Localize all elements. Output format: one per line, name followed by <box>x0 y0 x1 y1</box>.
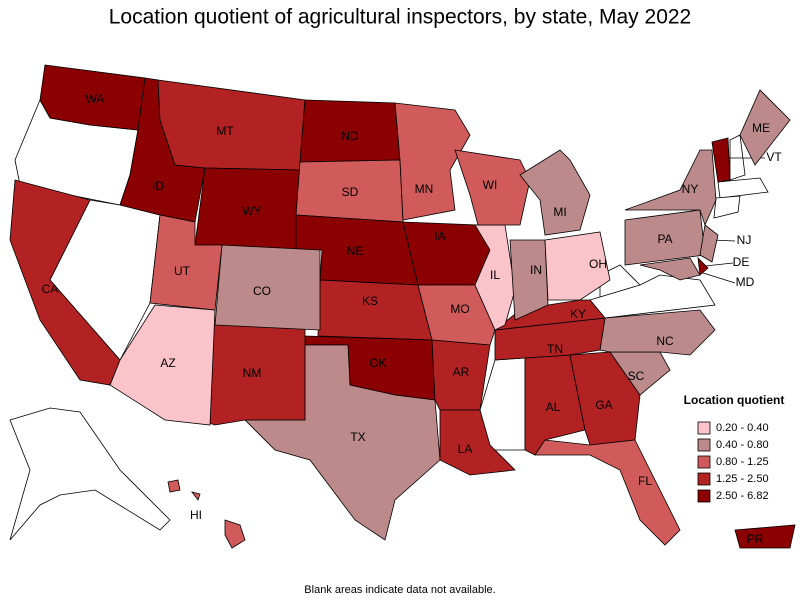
legend-label: 0.20 - 0.40 <box>716 422 769 434</box>
blank-areas <box>9 99 769 541</box>
state-shape <box>402 221 491 286</box>
legend-label: 2.50 - 6.82 <box>716 490 769 502</box>
state-shape <box>224 519 246 549</box>
state-label: ME <box>752 121 770 135</box>
state-label: NY <box>682 182 699 196</box>
blank-state <box>717 177 769 199</box>
state-label: WA <box>86 92 105 106</box>
legend-swatch <box>697 472 711 486</box>
state-shape <box>699 224 719 263</box>
blank-state <box>9 407 171 541</box>
state-label: NE <box>347 244 364 258</box>
state-label: IA <box>434 229 445 243</box>
state-label: MN <box>415 182 434 196</box>
state-label: FL <box>638 474 652 488</box>
state-label: HI <box>190 508 202 522</box>
state-label: WI <box>483 178 498 192</box>
state-label: MT <box>216 124 234 138</box>
state-label: OH <box>589 257 607 271</box>
legend-label: 0.40 - 0.80 <box>716 439 769 451</box>
state-label: UT <box>174 264 191 278</box>
state-shape <box>394 102 471 221</box>
blank-state <box>729 134 746 181</box>
map-title: Location quotient of agricultural inspec… <box>109 6 692 29</box>
state-label: AZ <box>160 356 175 370</box>
state-label: IN <box>530 263 542 277</box>
state-label: MD <box>736 275 755 289</box>
state-shape <box>317 279 433 341</box>
state-shape <box>474 224 516 331</box>
states <box>9 64 796 549</box>
state-label: NJ <box>737 233 752 247</box>
state-shape <box>519 149 591 236</box>
state-label: NM <box>243 366 262 380</box>
legend-label: 1.25 - 2.50 <box>716 473 769 485</box>
state-label: OK <box>369 356 386 370</box>
state-shape <box>439 409 516 476</box>
state-label: PR <box>747 532 764 546</box>
state-label: VT <box>766 150 782 164</box>
state-label: PA <box>657 232 672 246</box>
leader-line <box>704 262 734 267</box>
state-label: SD <box>342 185 359 199</box>
state-shape <box>509 239 549 321</box>
legend-title: Location quotient <box>684 393 785 407</box>
state-label: ND <box>341 129 359 143</box>
state-label: WY <box>242 204 261 218</box>
legend-swatch <box>697 455 711 469</box>
legend-swatch <box>697 489 711 503</box>
state-label: KY <box>570 307 586 321</box>
state-shape <box>711 137 731 183</box>
blank-state <box>713 195 741 219</box>
state-shape <box>544 231 611 301</box>
state-label: SC <box>628 369 645 383</box>
state-label: ID <box>152 179 164 193</box>
state-label: IL <box>490 268 500 282</box>
state-shape <box>9 179 121 386</box>
state-shape <box>167 479 181 493</box>
state-label: CA <box>42 282 59 296</box>
state-label: AR <box>453 365 470 379</box>
state-label: DE <box>733 255 750 269</box>
state-label: TN <box>547 342 563 356</box>
state-label: LA <box>458 442 473 456</box>
state-shape <box>624 149 717 227</box>
leader-line <box>699 271 736 284</box>
state-label: NC <box>656 334 674 348</box>
state-label: KS <box>362 294 378 308</box>
state-shape <box>639 257 701 281</box>
legend-swatch <box>697 421 711 435</box>
state-shape <box>417 284 496 346</box>
state-shape <box>214 244 321 331</box>
legend-label: 0.80 - 1.25 <box>716 456 769 468</box>
state-shape <box>739 89 791 166</box>
state-label: CO <box>253 284 271 298</box>
state-shape <box>534 439 681 546</box>
state-shape <box>244 344 441 541</box>
state-shape <box>149 214 223 311</box>
state-label: MI <box>553 205 566 219</box>
state-shape <box>191 491 201 501</box>
state-label: GA <box>595 398 612 412</box>
state-shape <box>454 149 531 226</box>
state-label: AL <box>546 400 561 414</box>
footnote: Blank areas indicate data not available. <box>304 584 495 596</box>
state-shape <box>734 524 796 549</box>
legend-swatch <box>697 438 711 452</box>
state-label: MO <box>450 302 469 316</box>
state-shape <box>599 309 716 356</box>
state-label: TX <box>350 430 365 444</box>
state-shape <box>697 256 709 276</box>
